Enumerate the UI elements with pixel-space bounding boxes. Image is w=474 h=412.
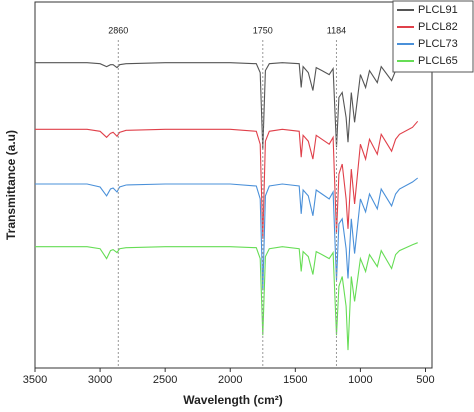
legend-label: PLCL82 <box>418 21 458 33</box>
spectrum-line <box>35 54 419 150</box>
y-axis-title: Transmittance (a.u) <box>4 130 18 240</box>
legend-label: PLCL65 <box>418 55 458 67</box>
plot-frame <box>34 1 433 369</box>
x-tick-label: 3500 <box>23 374 47 386</box>
x-tick-label: 500 <box>416 374 434 386</box>
spectrum-line <box>35 120 419 239</box>
spectrum-line <box>35 242 418 351</box>
legend-label: PLCL91 <box>418 4 458 16</box>
series-group <box>35 54 419 351</box>
x-tick-label: 3000 <box>88 374 112 386</box>
reference-label: 1184 <box>327 25 346 35</box>
x-tick-label: 2500 <box>153 374 177 386</box>
x-tick-label: 2000 <box>218 374 242 386</box>
legend-label: PLCL73 <box>418 38 458 50</box>
x-axis-title: Wavelength (cm²) <box>183 393 283 407</box>
reference-label: 2860 <box>108 25 128 35</box>
legend: PLCL91 PLCL82 PLCL73 PLCL65 <box>392 0 474 73</box>
spectrum-line <box>35 177 419 291</box>
x-tick-label: 1500 <box>283 374 307 386</box>
x-tick-label: 1000 <box>348 374 372 386</box>
reference-label: 1750 <box>253 25 273 35</box>
